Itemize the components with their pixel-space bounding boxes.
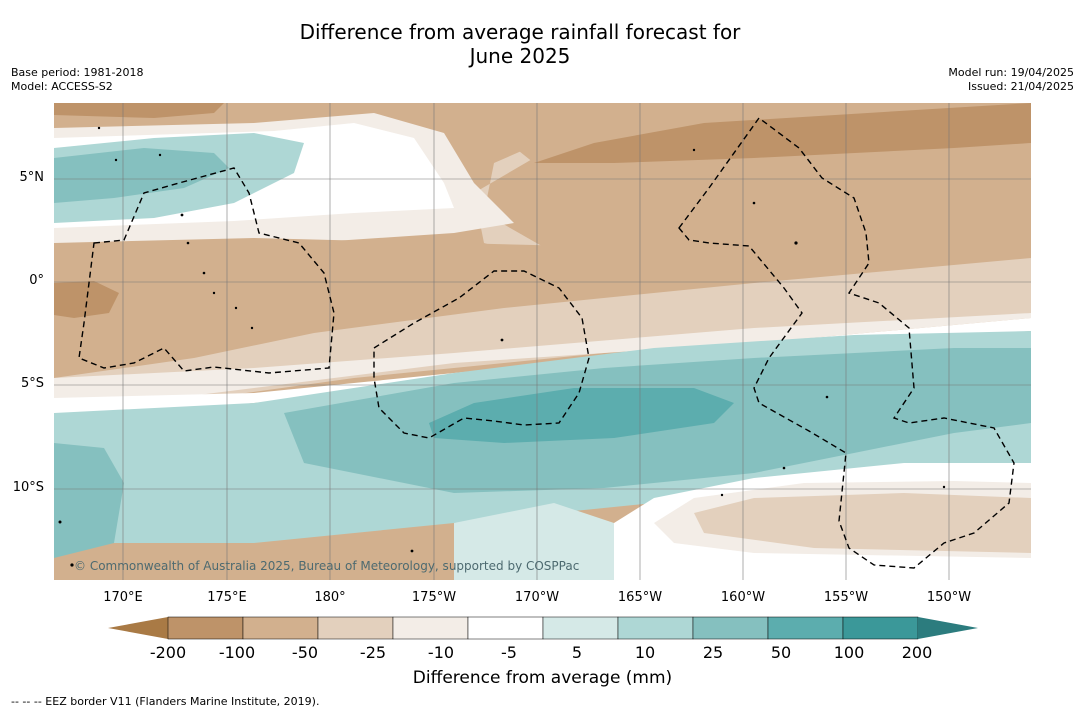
lon-tick: 160°W — [720, 590, 766, 605]
rain-zone-north-brown — [534, 103, 1031, 163]
colorbar-cell — [392, 616, 469, 640]
colorbar-arrow-right — [918, 617, 978, 639]
colorbar-cell — [842, 616, 919, 640]
lon-tick: 175°W — [411, 590, 457, 605]
lon-tick: 180° — [314, 590, 346, 605]
grid-lines — [54, 103, 1031, 580]
meta-right: Model run: 19/04/2025 Issued: 21/04/2025 — [948, 66, 1074, 94]
lon-tick: 170°E — [103, 590, 143, 605]
colorbar-label: 25 — [702, 643, 724, 662]
colorbar-arrow-left — [108, 617, 168, 639]
lat-tick: 5°N — [19, 170, 45, 185]
colorbar-label: 50 — [770, 643, 792, 662]
lon-tick: 170°W — [514, 590, 560, 605]
colorbar-label: -10 — [427, 643, 455, 662]
colorbar-cell — [617, 616, 694, 640]
colorbar-label: 10 — [634, 643, 656, 662]
colorbar-cell — [242, 616, 319, 640]
lon-tick: 150°W — [926, 590, 972, 605]
colorbar-title: Difference from average (mm) — [412, 668, 673, 688]
colorbar-label: 5 — [571, 643, 583, 662]
colorbar-cell — [167, 616, 244, 640]
colorbar-label: -5 — [501, 643, 517, 662]
colorbar-cell — [692, 616, 769, 640]
lon-tick: 165°W — [617, 590, 663, 605]
model-name: Model: ACCESS-S2 — [11, 80, 113, 93]
lat-tick: 10°S — [12, 480, 44, 495]
eez-footnote: -- -- -- EEZ border V11 (Flanders Marine… — [11, 695, 320, 708]
colorbar-cell — [767, 616, 844, 640]
colorbar-cell — [542, 616, 619, 640]
colorbar-cell — [467, 616, 544, 640]
model-run: Model run: 19/04/2025 — [948, 66, 1074, 79]
rainfall-map: © Commonwealth of Australia 2025, Bureau… — [54, 103, 1031, 580]
colorbar-label: -100 — [218, 643, 256, 662]
colorbar-cell — [317, 616, 394, 640]
rain-zone-south-teal-dark — [429, 388, 734, 443]
colorbar-label: 100 — [833, 643, 865, 662]
eez-borders — [78, 117, 1015, 569]
lon-tick: 175°E — [207, 590, 247, 605]
colorbar-cells — [167, 616, 919, 640]
meta-left: Base period: 1981-2018 Model: ACCESS-S2 — [11, 66, 143, 94]
base-period: Base period: 1981-2018 — [11, 66, 144, 79]
colorbar — [108, 616, 978, 640]
rain-zone-central-tan — [54, 238, 1031, 363]
colorbar-label: -50 — [291, 643, 319, 662]
rain-zone-north-brown-top — [54, 103, 224, 118]
colorbar-label: 200 — [901, 643, 933, 662]
lat-tick: 5°S — [20, 376, 44, 391]
chart-title: Difference from average rainfall forecas… — [220, 20, 820, 68]
rain-zone-south-teal-corner-mid — [54, 443, 124, 558]
copyright-notice: © Commonwealth of Australia 2025, Bureau… — [74, 559, 579, 573]
rain-zone-southeast-tan — [694, 493, 1031, 553]
colorbar-label: -25 — [359, 643, 387, 662]
lat-tick: 0° — [29, 273, 44, 288]
rain-zone-central-pale-lower — [54, 313, 1031, 413]
islands — [58, 126, 946, 567]
issued-date: Issued: 21/04/2025 — [967, 80, 1074, 93]
lon-tick: 155°W — [823, 590, 869, 605]
colorbar-label: -200 — [149, 643, 187, 662]
title-line-1: Difference from average rainfall forecas… — [299, 20, 741, 44]
rain-zone-upper-teal — [54, 148, 229, 203]
rain-zone-south-bottom-teal — [454, 503, 614, 580]
title-line-2: June 2025 — [469, 44, 571, 68]
rain-zone-central-brown — [54, 281, 119, 318]
